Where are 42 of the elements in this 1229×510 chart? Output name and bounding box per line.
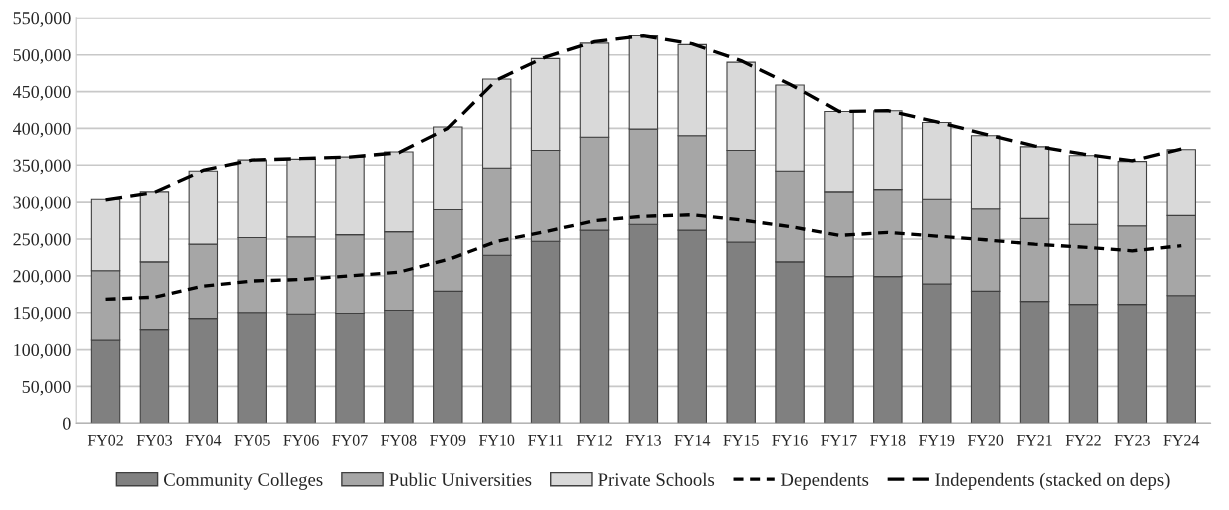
y-tick-label: 100,000 xyxy=(14,343,71,359)
y-tick-label: 200,000 xyxy=(13,270,71,285)
legend-label: Private Schools xyxy=(598,472,715,486)
x-tick-label: FY05 xyxy=(234,434,270,446)
y-tick-label: 150,000 xyxy=(14,306,71,322)
x-tick-label: FY21 xyxy=(1016,434,1052,446)
y-tick-label: 450,000 xyxy=(13,85,71,101)
legend-label: Community Colleges xyxy=(164,472,323,490)
x-tick-label: FY19 xyxy=(919,434,955,446)
line-series xyxy=(103,213,1183,302)
x-tick-label: FY06 xyxy=(283,434,319,446)
x-tick-label: FY15 xyxy=(723,434,759,446)
legend-label: Public Universities xyxy=(389,472,532,486)
y-tick-label: 300,000 xyxy=(13,196,71,212)
legend-label: Independents (stacked on deps) xyxy=(935,472,1170,490)
y-tick-label: 0 xyxy=(63,417,71,430)
y-tick-label: 250,000 xyxy=(13,233,71,249)
x-tick-label: FY11 xyxy=(528,434,563,446)
x-tick-label: FY17 xyxy=(821,434,857,446)
x-tick-label: FY22 xyxy=(1065,434,1101,446)
x-tick-label: FY16 xyxy=(772,434,808,446)
x-tick-label: FY12 xyxy=(576,434,612,446)
x-tick-label: FY10 xyxy=(478,434,515,446)
x-tick-label: FY24 xyxy=(1163,434,1200,446)
y-tick-label: 550,000 xyxy=(13,12,71,27)
x-tick-label: FY20 xyxy=(967,434,1004,446)
x-tick-label: FY02 xyxy=(87,434,123,446)
y-tick-label: 50,000 xyxy=(22,380,71,396)
y-tick-label: 500,000 xyxy=(13,48,71,64)
x-tick-label: FY04 xyxy=(185,434,222,446)
x-tick-label: FY23 xyxy=(1114,434,1150,446)
x-tick-label: FY07 xyxy=(332,434,368,446)
line-series xyxy=(103,33,1183,202)
x-tick-label: FY14 xyxy=(674,434,711,446)
y-tick-label: 400,000 xyxy=(13,122,71,138)
x-tick-label: FY13 xyxy=(625,434,661,446)
x-tick-label: FY18 xyxy=(870,434,906,446)
y-tick-label: 350,000 xyxy=(13,159,71,175)
x-tick-label: FY03 xyxy=(136,434,172,446)
x-tick-label: FY08 xyxy=(381,434,417,446)
legend-label: Dependents xyxy=(780,472,869,490)
x-tick-label: FY09 xyxy=(430,434,466,446)
